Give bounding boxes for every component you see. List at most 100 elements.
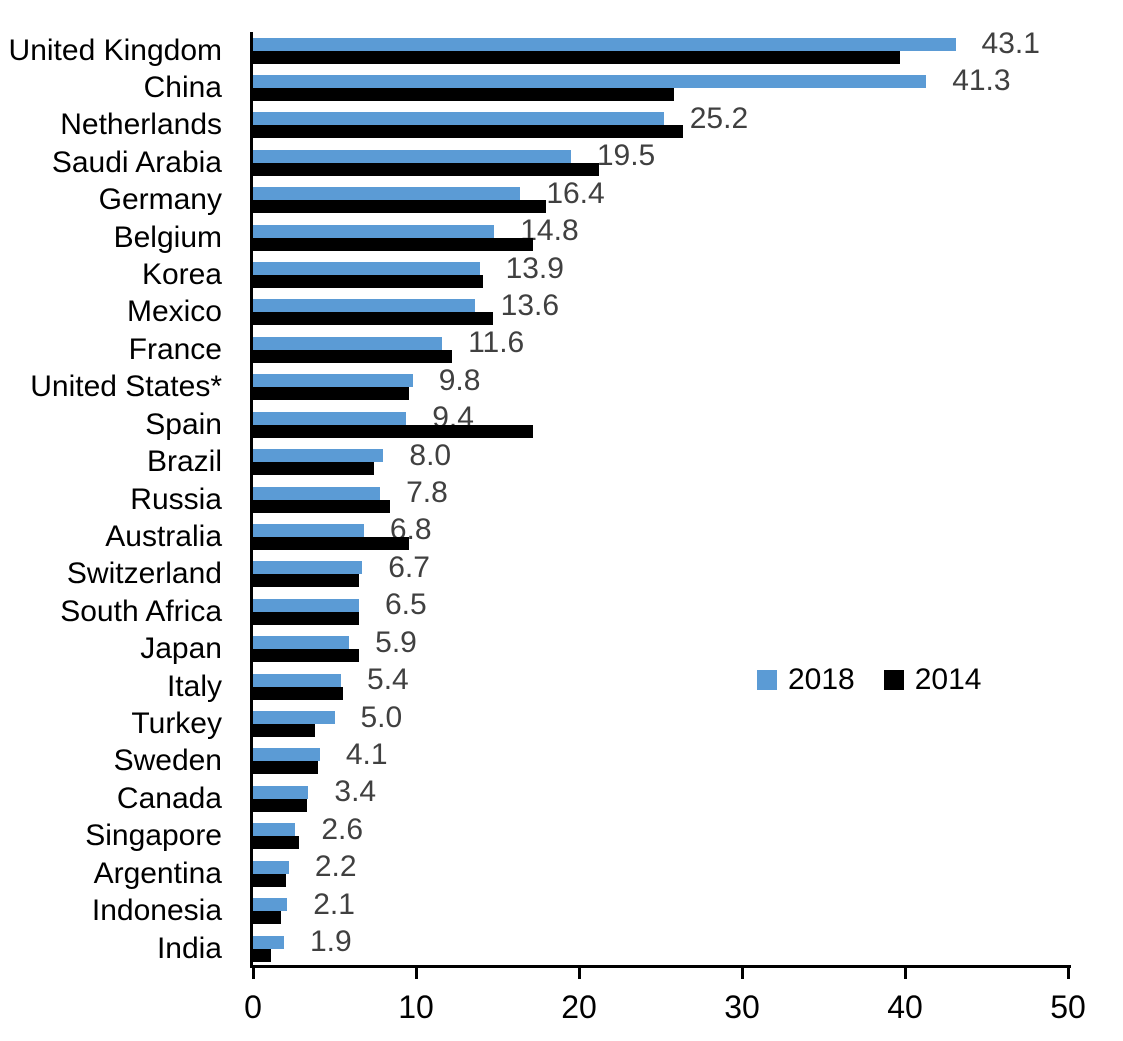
bar-2014 — [253, 387, 410, 401]
y-axis-line — [250, 32, 253, 968]
data-label: 6.5 — [384, 588, 427, 622]
bar-2014 — [253, 424, 534, 438]
category-label: Netherlands — [60, 108, 222, 142]
category-label: Argentina — [93, 856, 222, 890]
x-axis-tick-label: 30 — [724, 989, 760, 1025]
data-label: 13.6 — [500, 288, 560, 322]
bar-2014 — [253, 275, 483, 289]
legend-item-2014: 2014 — [883, 663, 982, 697]
bar-2014 — [253, 836, 299, 850]
bar-2014 — [253, 798, 307, 812]
bar-2018 — [253, 224, 495, 238]
bar-2014 — [253, 499, 390, 513]
bar-2018 — [253, 785, 309, 799]
bar-2018 — [253, 636, 350, 650]
bar-2018 — [253, 935, 284, 949]
category-label: United States* — [30, 370, 222, 404]
category-label: Australia — [105, 519, 222, 553]
category-label: South Africa — [60, 594, 222, 628]
x-axis-tick — [251, 965, 255, 979]
data-label: 8.0 — [409, 438, 452, 472]
bar-2014 — [253, 536, 410, 550]
category-label: Brazil — [146, 445, 222, 479]
category-label: Mexico — [126, 295, 222, 329]
bar-2014 — [253, 611, 359, 625]
category-label: India — [156, 931, 222, 965]
category-label: Italy — [166, 669, 222, 703]
bar-2018 — [253, 374, 413, 388]
bar-2018 — [253, 748, 320, 762]
bar-2014 — [253, 761, 319, 775]
bar-2018 — [253, 523, 364, 537]
category-label: Germany — [98, 183, 222, 217]
x-axis-tick-label: 20 — [561, 989, 597, 1025]
bar-2018 — [253, 187, 521, 201]
data-label: 3.4 — [334, 775, 377, 809]
category-label: Russia — [130, 482, 222, 516]
data-label: 5.4 — [367, 663, 409, 697]
bar-2018 — [253, 112, 664, 126]
bar-2018 — [253, 860, 289, 874]
x-axis-tick-label: 10 — [398, 989, 434, 1025]
category-label: France — [128, 332, 222, 366]
x-axis-tick-label: 40 — [887, 989, 923, 1025]
data-label: 6.7 — [388, 550, 430, 584]
data-label: 13.9 — [505, 251, 564, 285]
bar-2018 — [253, 673, 342, 687]
data-label: 16.4 — [546, 176, 605, 210]
bar-2014 — [253, 686, 343, 700]
data-label: 43.1 — [981, 27, 1040, 60]
category-label: Singapore — [85, 819, 222, 853]
bar-2014 — [253, 125, 684, 139]
bar-2014 — [253, 873, 286, 887]
bar-2014 — [253, 312, 493, 326]
bar-2014 — [253, 462, 374, 476]
x-axis-tick-label: 0 — [244, 989, 262, 1025]
x-axis-line — [250, 965, 1071, 968]
legend-item-2018: 2018 — [757, 663, 855, 697]
bar-2018 — [253, 262, 480, 276]
legend: 2018 2014 — [757, 663, 982, 697]
bar-2018 — [253, 561, 363, 575]
data-label: 5.9 — [375, 625, 417, 659]
data-label: 41.3 — [952, 64, 1011, 98]
bar-2018 — [253, 823, 296, 837]
x-axis-tick — [740, 965, 744, 979]
bar-2014 — [253, 724, 315, 738]
bar-2018 — [253, 898, 288, 912]
data-label: 5.0 — [360, 700, 403, 734]
data-label: 9.8 — [438, 363, 481, 397]
legend-label-2018: 2018 — [788, 663, 855, 696]
category-label: Canada — [116, 781, 222, 815]
category-label: Japan — [140, 632, 222, 666]
x-axis-tick-label: 50 — [1050, 989, 1086, 1025]
bar-2018 — [253, 711, 335, 725]
category-label: Saudi Arabia — [51, 145, 222, 179]
category-label: United Kingdom — [8, 33, 222, 67]
category-label: China — [143, 70, 222, 104]
data-label: 7.8 — [406, 476, 448, 510]
bar-2014 — [253, 349, 452, 363]
data-label: 11.6 — [468, 326, 525, 360]
x-axis-tick — [577, 965, 581, 979]
bar-2018 — [253, 37, 956, 51]
bar-2018 — [253, 74, 927, 88]
category-label: Belgium — [113, 220, 222, 254]
category-label: Switzerland — [66, 557, 222, 591]
x-axis-tick — [414, 965, 418, 979]
bar-2018 — [253, 486, 381, 500]
category-label: Turkey — [131, 707, 222, 741]
category-label: Sweden — [113, 744, 222, 778]
bar-2018 — [253, 299, 475, 313]
data-label: 25.2 — [689, 101, 749, 135]
bar-2014 — [253, 162, 599, 176]
bar-2014 — [253, 574, 359, 588]
bar-2014 — [253, 948, 271, 962]
x-axis-tick — [1066, 965, 1070, 979]
bar-2014 — [253, 50, 901, 64]
data-label: 2.1 — [313, 887, 355, 921]
data-label: 2.6 — [321, 812, 364, 846]
data-label: 1.9 — [309, 925, 352, 959]
bar-2014 — [253, 911, 281, 925]
